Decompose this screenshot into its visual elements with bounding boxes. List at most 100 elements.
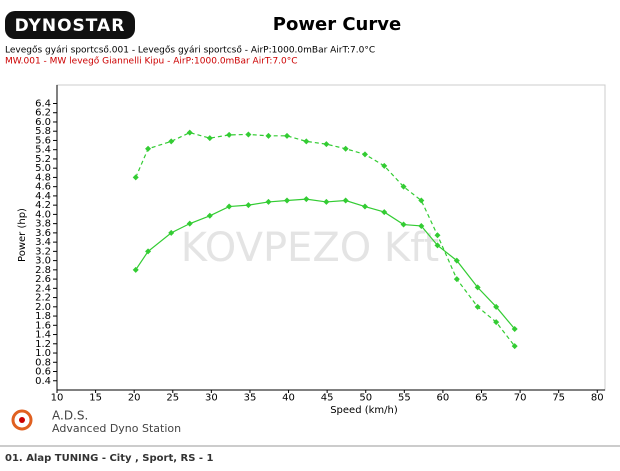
data-point [361, 151, 368, 158]
data-point [361, 203, 368, 210]
x-tick-label: 75 [552, 392, 565, 403]
data-point [493, 319, 500, 326]
data-point [400, 183, 407, 190]
y-tick-label: 4.2 [35, 200, 51, 211]
data-point [400, 221, 407, 228]
data-point [381, 162, 388, 169]
ads-subtitle: Advanced Dyno Station [52, 422, 181, 435]
y-tick-label: 2.2 [35, 293, 51, 304]
footer: 01. Alap TUNING - City , Sport, RS - 1 [5, 453, 214, 464]
data-point [132, 266, 139, 273]
y-tick-label: 5.6 [35, 135, 51, 146]
y-tick-label: 6.2 [35, 108, 51, 119]
data-point [342, 197, 349, 204]
x-tick-label: 35 [244, 392, 257, 403]
data-point [245, 202, 252, 209]
data-point [186, 129, 193, 136]
data-point [453, 257, 460, 264]
data-point [418, 222, 425, 229]
y-tick-label: 1.0 [35, 348, 51, 359]
legend-entry: MW.001 - MW levegő Giannelli Kipu - AirP… [5, 57, 298, 67]
x-tick-label: 50 [359, 392, 372, 403]
y-tick-label: 2.8 [35, 265, 51, 276]
data-point [226, 203, 233, 210]
data-point [418, 197, 425, 204]
chart-title: Power Curve [273, 14, 401, 35]
y-tick-label: 2.6 [35, 274, 51, 285]
data-point [323, 198, 330, 205]
x-tick-label: 45 [321, 392, 334, 403]
ads-title: A.D.S. [52, 409, 88, 423]
data-point [226, 131, 233, 138]
data-point [511, 343, 518, 350]
data-point [284, 197, 291, 204]
y-axis-label: Power (hp) [17, 208, 28, 262]
data-point [381, 209, 388, 216]
y-tick-label: 1.8 [35, 311, 51, 322]
logo-badge [5, 11, 135, 39]
data-point [303, 196, 310, 203]
watermark: KOVPEZO Kft [181, 225, 439, 271]
data-point [265, 198, 272, 205]
x-tick-label: 60 [437, 392, 450, 403]
y-tick-label: 0.6 [35, 367, 51, 378]
data-point [474, 284, 481, 291]
x-tick-label: 80 [591, 392, 604, 403]
y-tick-label: 3.8 [35, 219, 51, 230]
data-point [493, 303, 500, 310]
data-point [145, 145, 152, 152]
data-point [511, 326, 518, 332]
x-tick-label: 15 [89, 392, 102, 403]
y-tick-label: 5.2 [35, 154, 51, 165]
y-tick-label: 4.8 [35, 172, 51, 183]
y-tick-label: 1.4 [35, 330, 51, 341]
y-tick-label: 5.8 [35, 126, 51, 137]
y-tick-label: 5.4 [35, 145, 51, 156]
y-tick-label: 0.8 [35, 357, 51, 368]
data-point [168, 138, 175, 145]
y-tick-label: 3.4 [35, 237, 51, 248]
data-point [145, 248, 152, 255]
x-tick-label: 10 [51, 392, 64, 403]
data-point [206, 212, 213, 219]
y-tick-label: 3.2 [35, 246, 51, 257]
x-tick-label: 55 [398, 392, 411, 403]
data-point [206, 135, 213, 142]
legend-entry: Levegős gyári sportcső.001 - Levegős gyá… [5, 46, 375, 56]
y-tick-label: 3.0 [35, 256, 51, 267]
data-point [434, 242, 441, 249]
data-point [284, 132, 291, 139]
x-tick-label: 30 [205, 392, 218, 403]
x-tick-label: 65 [475, 392, 488, 403]
y-tick-label: 6.4 [35, 98, 51, 109]
y-tick-label: 2.0 [35, 302, 51, 313]
y-tick-label: 0.4 [35, 376, 51, 387]
x-tick-label: 20 [128, 392, 141, 403]
data-point [186, 220, 193, 227]
y-tick-label: 4.0 [35, 209, 51, 220]
x-axis-label: Speed (km/h) [330, 405, 398, 416]
y-tick-label: 6.0 [35, 117, 51, 128]
data-point [168, 229, 175, 236]
data-point [342, 145, 349, 152]
y-tick-label: 4.6 [35, 182, 51, 193]
x-tick-label: 70 [514, 392, 527, 403]
data-point [474, 303, 481, 310]
logo: DYNOSTAR [15, 16, 126, 36]
data-point [265, 132, 272, 139]
data-point [245, 131, 252, 138]
y-tick-label: 2.4 [35, 283, 51, 294]
data-point [453, 276, 460, 283]
ads-icon [11, 409, 33, 431]
y-tick-label: 3.6 [35, 228, 51, 239]
y-tick-label: 4.4 [35, 191, 51, 202]
y-tick-label: 5.0 [35, 163, 51, 174]
x-tick-label: 25 [166, 392, 179, 403]
y-tick-label: 1.2 [35, 339, 51, 350]
y-tick-label: 1.6 [35, 320, 51, 331]
data-point [323, 141, 330, 148]
data-point [303, 138, 310, 145]
data-point [434, 232, 441, 239]
data-point [132, 174, 139, 181]
